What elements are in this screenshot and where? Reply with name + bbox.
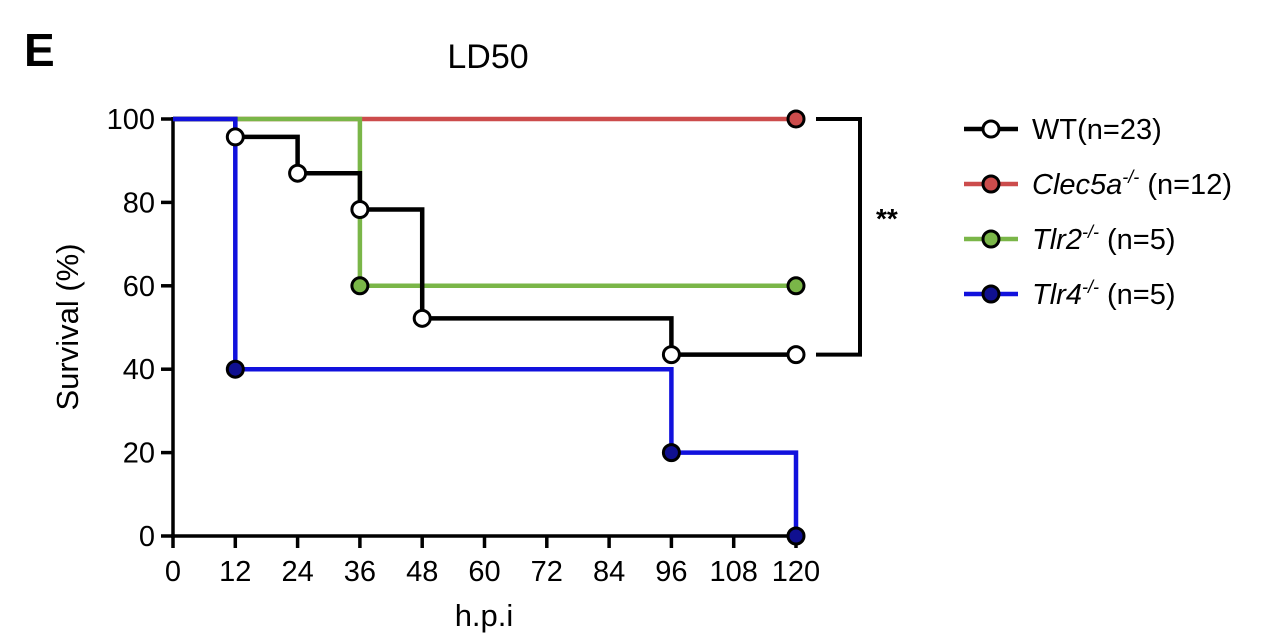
y-tick-label: 80: [123, 187, 155, 219]
chart-title: LD50: [447, 38, 528, 76]
legend-item: Clec5a-/- (n=12): [964, 167, 1232, 201]
data-point-wt: [412, 308, 432, 328]
legend-superscript: -/-: [1082, 277, 1099, 297]
legend: WT(n=23)Clec5a-/- (n=12)Tlr2-/- (n=5)Tlr…: [964, 114, 1232, 311]
x-tick-label: 60: [468, 556, 500, 588]
legend-gene: WT: [1032, 114, 1077, 146]
legend-gene: Tlr4: [1032, 279, 1082, 311]
legend-count: (n=5): [1099, 279, 1176, 311]
plot-area: [173, 109, 806, 546]
x-tick-label: 108: [710, 556, 758, 588]
data-point-tlr2: [786, 276, 806, 296]
x-tick-label: 36: [344, 556, 376, 588]
legend-label: Clec5a-/- (n=12): [1032, 167, 1232, 201]
x-tick-label: 120: [772, 556, 820, 588]
data-point-wt: [786, 345, 806, 365]
bracket-line: [816, 117, 862, 357]
y-tick-label: 60: [123, 271, 155, 303]
series-line-wt: [173, 116, 796, 357]
legend-item: Tlr2-/- (n=5): [964, 222, 1176, 256]
legend-marker: [981, 284, 1001, 304]
legend-item: Tlr4-/- (n=5): [964, 277, 1176, 311]
legend-gene: Tlr2: [1032, 224, 1082, 256]
y-tick-label: 20: [123, 438, 155, 470]
significance-bracket: **: [816, 117, 898, 357]
x-tick-label: 12: [219, 556, 251, 588]
data-point-wt: [288, 163, 308, 183]
x-tick-label: 84: [593, 556, 625, 588]
data-point-wt: [350, 199, 370, 219]
legend-label: WT(n=23): [1032, 114, 1162, 146]
legend-marker: [981, 229, 1001, 249]
y-axis-label: Survival (%): [50, 243, 85, 410]
y-tick-label: 0: [139, 521, 155, 553]
series-line-tlr4: [173, 116, 799, 536]
data-point-tlr4: [661, 443, 681, 463]
legend-marker: [981, 174, 1001, 194]
legend-superscript: -/-: [1122, 167, 1139, 187]
x-tick-label: 96: [655, 556, 687, 588]
legend-count: (n=12): [1139, 169, 1232, 201]
x-tick-label: 24: [281, 556, 313, 588]
legend-marker: [981, 119, 1001, 139]
x-tick-label: 72: [531, 556, 563, 588]
x-tick-label: 0: [165, 556, 181, 588]
y-tick-label: 100: [107, 104, 155, 136]
legend-label: Tlr2-/- (n=5): [1032, 222, 1176, 256]
x-axis-label: h.p.i: [455, 598, 514, 633]
axes: 0 20 40 60 80 100 0 12 24 36 48 60 72 84 96 108 120: [107, 104, 821, 588]
legend-item: WT(n=23): [964, 114, 1162, 146]
data-point-wt: [661, 345, 681, 365]
legend-label: Tlr4-/- (n=5): [1032, 277, 1176, 311]
significance-label: **: [876, 203, 898, 234]
series-line-tlr2: [173, 116, 796, 289]
data-point-tlr4: [225, 359, 245, 379]
data-point-tlr2: [350, 276, 370, 296]
data-point-tlr4: [786, 526, 806, 546]
legend-count: (n=5): [1099, 224, 1176, 256]
y-tick-label: 40: [123, 354, 155, 386]
legend-superscript: -/-: [1082, 222, 1099, 242]
panel-letter: E: [24, 24, 55, 76]
x-tick-label: 48: [406, 556, 438, 588]
data-point-wt: [225, 127, 245, 147]
legend-count: (n=23): [1077, 114, 1162, 146]
data-point-clec5a: [786, 109, 806, 129]
legend-gene: Clec5a: [1032, 169, 1122, 201]
